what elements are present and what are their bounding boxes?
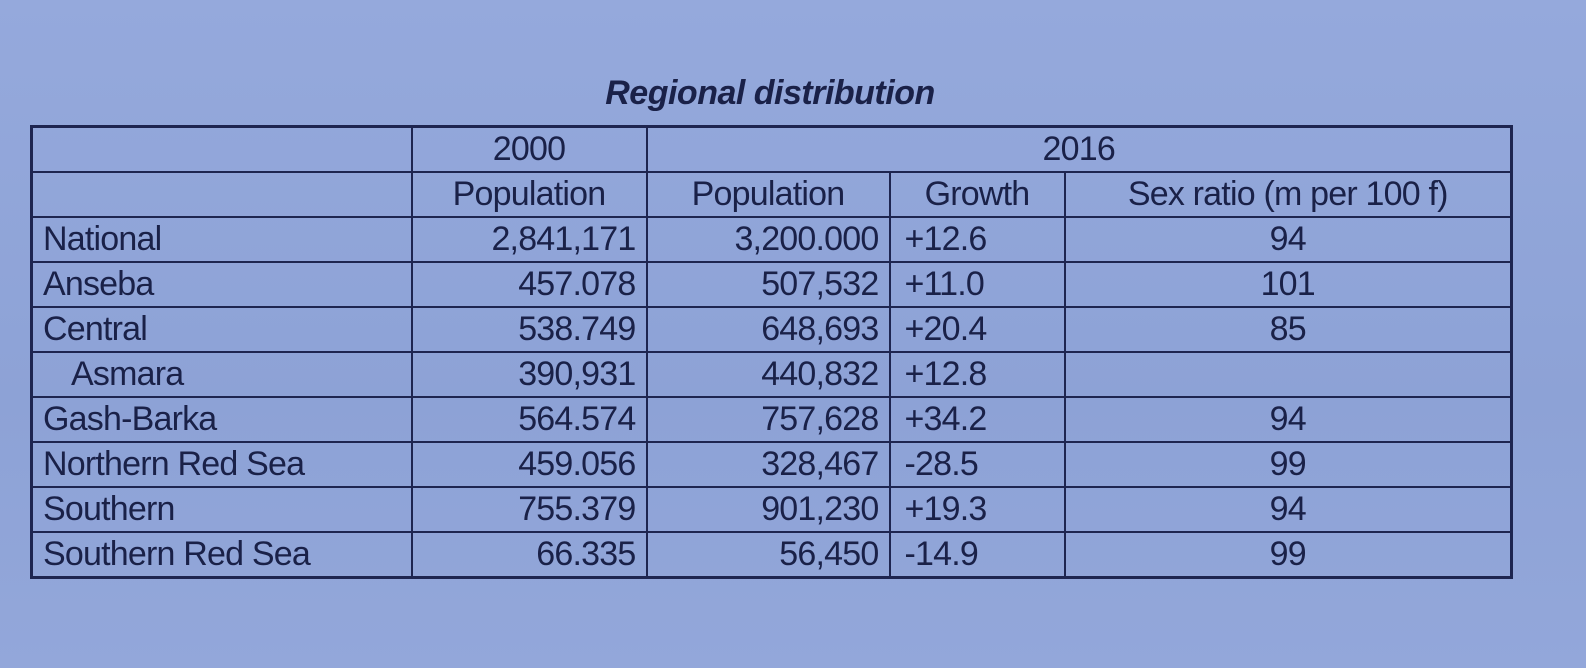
- header-row: 2000 2016: [30, 125, 1513, 173]
- table-cell: 564.574: [410, 396, 648, 443]
- table: 2000 2016 Population Population Growth Sex ra…: [30, 125, 1513, 579]
- table-title: Regional distribution: [605, 74, 935, 112]
- table-cell: 56,450: [645, 531, 891, 579]
- table-cell: [1063, 351, 1513, 398]
- table-cell: +12.8: [888, 351, 1066, 398]
- table-cell: 390,931: [410, 351, 648, 398]
- table-cell: +20.4: [888, 306, 1066, 353]
- table-cell: Southern Red Sea: [30, 531, 413, 579]
- table-cell: National: [30, 216, 413, 263]
- table-cell: +19.3: [888, 486, 1066, 533]
- table-cell: 99: [1063, 441, 1513, 488]
- table-cell: Sex ratio (m per 100 f): [1063, 171, 1513, 218]
- table-cell: 755.379: [410, 486, 648, 533]
- table-cell: 3,200.000: [645, 216, 891, 263]
- table-cell: 2,841,171: [410, 216, 648, 263]
- table-cell: [30, 125, 413, 173]
- table-cell: +11.0: [888, 261, 1066, 308]
- table-cell: 459.056: [410, 441, 648, 488]
- table-cell: 99: [1063, 531, 1513, 579]
- table-cell: 757,628: [645, 396, 891, 443]
- table-cell: 2000: [410, 125, 648, 173]
- table-cell: 2016: [645, 125, 1513, 173]
- data-row: Southern Red Sea 66.335 56,450 -14.9 99: [30, 531, 1513, 579]
- table-cell: 85: [1063, 306, 1513, 353]
- header-row: Population Population Growth Sex ratio (m p…: [30, 171, 1513, 218]
- table-cell: 538.749: [410, 306, 648, 353]
- table-cell: 648,693: [645, 306, 891, 353]
- table-cell: +12.6: [888, 216, 1066, 263]
- table-cell: -14.9: [888, 531, 1066, 579]
- table-cell: 457.078: [410, 261, 648, 308]
- table-cell: 94: [1063, 396, 1513, 443]
- table-cell: 328,467: [645, 441, 891, 488]
- data-row: Southern 755.379 901,230 +19.3 94: [30, 486, 1513, 533]
- table-cell: Northern Red Sea: [30, 441, 413, 488]
- table-cell: 507,532: [645, 261, 891, 308]
- data-row: Central 538.749 648,693 +20.4 85: [30, 306, 1513, 353]
- table-cell: Central: [30, 306, 413, 353]
- table-cell: 101: [1063, 261, 1513, 308]
- table-cell: Gash-Barka: [30, 396, 413, 443]
- data-row: Asmara 390,931 440,832 +12.8: [30, 351, 1513, 398]
- table-cell: Population: [410, 171, 648, 218]
- data-row: National 2,841,171 3,200.000 +12.6 94: [30, 216, 1513, 263]
- table-cell: 66.335: [410, 531, 648, 579]
- data-row: Gash-Barka 564.574 757,628 +34.2 94: [30, 396, 1513, 443]
- table-cell: [30, 171, 413, 218]
- table-cell: +34.2: [888, 396, 1066, 443]
- table-cell: Anseba: [30, 261, 413, 308]
- data-row: Northern Red Sea 459.056 328,467 -28.5 99: [30, 441, 1513, 488]
- table-cell: 94: [1063, 216, 1513, 263]
- table-cell: Growth: [888, 171, 1066, 218]
- data-row: Anseba 457.078 507,532 +11.0 101: [30, 261, 1513, 308]
- table-cell: 94: [1063, 486, 1513, 533]
- table-cell: 901,230: [645, 486, 891, 533]
- table-cell: Southern: [30, 486, 413, 533]
- table-cell: Population: [645, 171, 891, 218]
- table-cell: 440,832: [645, 351, 891, 398]
- table-cell: -28.5: [888, 441, 1066, 488]
- table-cell: Asmara: [30, 351, 413, 398]
